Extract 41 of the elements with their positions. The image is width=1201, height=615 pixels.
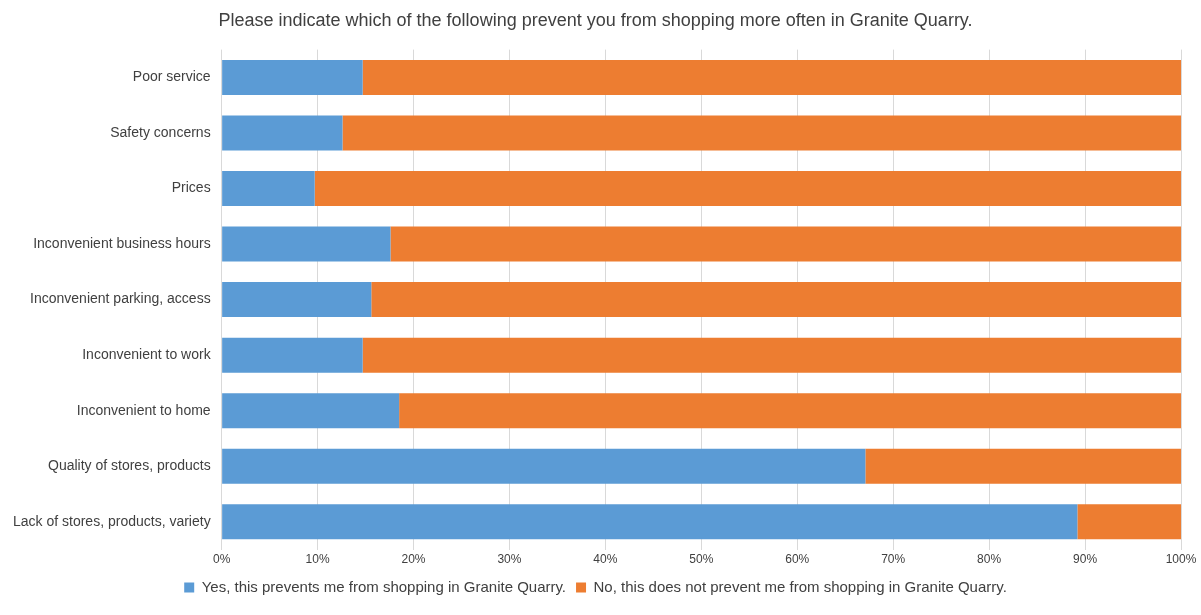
chart-title: Please indicate which of the following prevent you from shopping more often in Granite Quarry.	[218, 9, 973, 30]
x-tick-label: 20%	[401, 552, 426, 567]
x-tick-label: 90%	[1073, 552, 1098, 567]
bar	[342, 115, 1181, 151]
y-tick-label: Inconvenient to home	[76, 401, 211, 418]
bar	[222, 59, 363, 95]
y-tick-label: Quality of stores, products	[48, 457, 211, 474]
y-tick-label: Safety concerns	[110, 123, 211, 140]
x-tick-label: 30%	[497, 552, 522, 567]
bar	[222, 170, 315, 206]
bar	[222, 393, 400, 429]
bar	[399, 393, 1181, 429]
legend-label: Yes, this prevents me from shopping in Granite Quarry.	[201, 577, 567, 595]
bar	[1077, 504, 1181, 540]
bar	[222, 448, 866, 484]
x-tick-label: 40%	[593, 552, 618, 567]
bar	[222, 504, 1078, 540]
bar	[222, 115, 343, 151]
y-tick-label: Inconvenient business hours	[33, 234, 211, 251]
y-tick-label: Inconvenient to work	[82, 346, 212, 363]
bar	[390, 226, 1181, 262]
y-tick-label: Inconvenient parking, access	[30, 290, 211, 307]
bar	[314, 170, 1181, 206]
bar	[362, 59, 1181, 95]
x-tick-label: 50%	[689, 552, 714, 567]
legend-label: No, this does not prevent me from shopping in Granite Quarry.	[593, 577, 1007, 595]
x-tick-label: 60%	[785, 552, 810, 567]
bar	[865, 448, 1181, 484]
x-tick-label: 70%	[881, 552, 906, 567]
x-tick-label: 100%	[1165, 552, 1197, 567]
bar	[222, 226, 391, 262]
y-tick-label: Lack of stores, products, variety	[13, 512, 211, 529]
x-tick-label: 80%	[977, 552, 1002, 567]
bar	[362, 337, 1181, 373]
x-tick-label: 10%	[305, 552, 330, 567]
bar	[222, 337, 363, 373]
bar	[222, 282, 372, 318]
x-tick-label: 0%	[212, 552, 231, 567]
y-tick-label: Poor service	[132, 68, 211, 85]
bar	[371, 282, 1181, 318]
y-tick-label: Prices	[171, 179, 211, 196]
